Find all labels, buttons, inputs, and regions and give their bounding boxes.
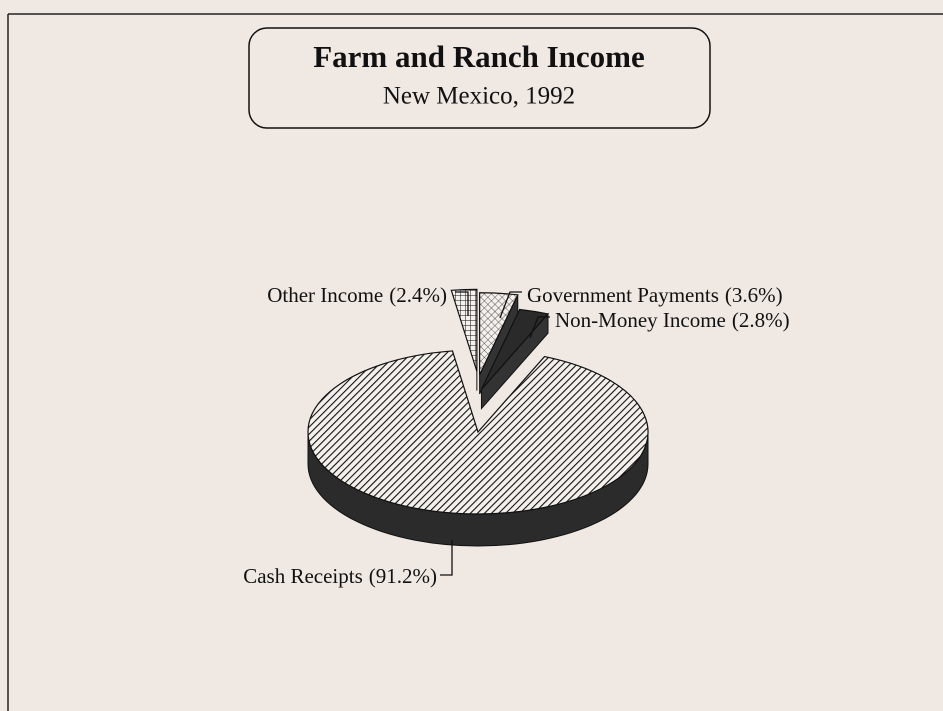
- category-label: Government Payments: [527, 283, 719, 307]
- leader-line: [455, 291, 469, 316]
- pie-slice: [450, 288, 478, 372]
- leader-line: [529, 316, 550, 339]
- slice-label: Non-Money Income (2.8%): [555, 308, 790, 332]
- category-label: Other Income: [267, 283, 383, 307]
- value-label: (2.8%): [732, 308, 790, 332]
- slice-label: Government Payments (3.6%): [527, 283, 783, 307]
- slice-label: Cash Receipts (91.2%): [243, 564, 437, 588]
- category-label: Non-Money Income: [555, 308, 726, 332]
- pie-slice: [479, 292, 519, 376]
- slice-label: Other Income (2.4%): [267, 283, 447, 307]
- category-label: Cash Receipts: [243, 564, 363, 588]
- leader-line: [440, 540, 453, 576]
- chart-title: Farm and Ranch Income: [313, 39, 645, 74]
- value-label: (2.4%): [389, 283, 447, 307]
- value-label: (91.2%): [369, 564, 437, 588]
- title-box: [248, 27, 711, 129]
- value-label: (3.6%): [725, 283, 783, 307]
- leader-line: [499, 291, 522, 319]
- frame: [7, 13, 943, 711]
- pie-slice: [307, 350, 649, 515]
- pie-slice: [480, 308, 550, 390]
- chart-subtitle: New Mexico, 1992: [383, 83, 575, 110]
